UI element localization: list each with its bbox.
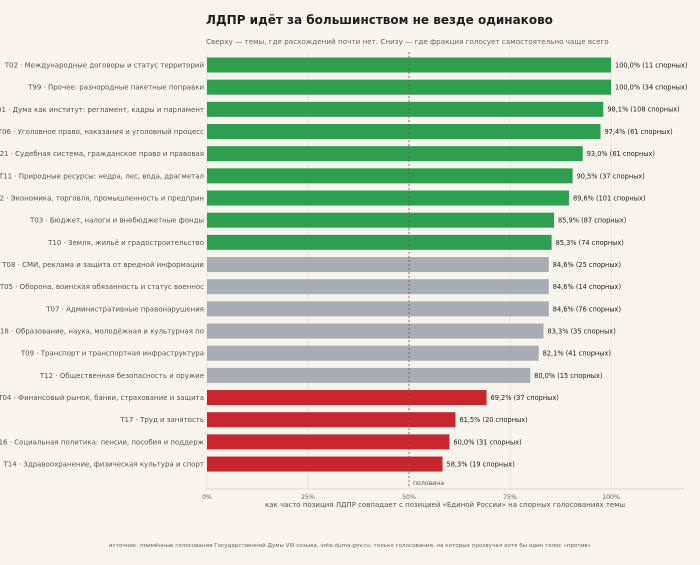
value-label: 69,2% (37 спорных) <box>491 394 559 402</box>
value-label: 97,4% (61 спорных) <box>604 128 672 136</box>
bar <box>207 367 531 383</box>
category-label: T99 · Прочее: разнородные пакетные попра… <box>27 84 204 92</box>
bar <box>207 212 555 228</box>
value-label: 60,0% (31 спорных) <box>453 438 521 446</box>
chart-title: ЛДПР идёт за большинством не везде одина… <box>206 13 553 27</box>
category-label: T01 · Дума как институт: регламент, кадр… <box>0 106 204 114</box>
category-label: T17 · Труд и занятость <box>119 416 204 424</box>
x-tick-label: 25% <box>301 494 315 501</box>
category-label: T18 · Образование, наука, молодёжная и к… <box>0 328 204 336</box>
bar <box>207 146 583 162</box>
value-label: 100,0% (11 спорных) <box>615 61 687 69</box>
category-label: T14 · Здравоохранение, физическая культу… <box>3 461 204 469</box>
category-label: T22 · Экономика, торговля, промышленност… <box>0 195 204 203</box>
value-label: 58,3% (19 спорных) <box>447 460 515 468</box>
value-label: 84,6% (76 спорных) <box>553 305 621 313</box>
bar <box>207 456 443 472</box>
category-label: T11 · Природные ресурсы: недра, лес, вод… <box>0 172 204 180</box>
x-tick-label: 50% <box>402 494 416 501</box>
value-label: 80,0% (15 спорных) <box>534 372 602 380</box>
x-axis-title: как часто позиция ЛДПР совпадает с позиц… <box>265 501 625 509</box>
bars-layer <box>207 57 611 472</box>
bar <box>207 124 601 140</box>
value-label: 84,6% (25 спорных) <box>553 261 621 269</box>
category-label: T04 · Финансовый рынок, банки, страхован… <box>0 394 204 402</box>
labels-layer: T02 · Международные договоры и статус те… <box>0 61 687 468</box>
value-label: 89,6% (101 спорных) <box>573 194 645 202</box>
axis-layer: 0% 25% 50% 75% 100% половина как часто позиция… <box>202 52 684 509</box>
x-tick-label: 100% <box>602 494 620 501</box>
bar <box>207 279 549 295</box>
chart-subtitle: Сверху — темы, где расхождений почти нет… <box>206 37 609 46</box>
bar <box>207 257 549 273</box>
value-label: 83,3% (35 спорных) <box>548 327 616 335</box>
bar <box>207 301 549 317</box>
category-label: T07 · Административные правонарушения <box>45 305 204 313</box>
category-label: T06 · Уголовное право, наказания и уголо… <box>0 128 204 136</box>
category-label: T03 · Бюджет, налоги и внебюджетные фонд… <box>29 217 204 225</box>
reference-line-label: половина <box>413 480 444 487</box>
bar <box>207 101 604 117</box>
bar <box>207 323 544 339</box>
bar-chart: T02 · Международные договоры и статус те… <box>0 52 687 509</box>
value-label: 90,5% (37 спорных) <box>577 172 645 180</box>
value-label: 82,1% (41 спорных) <box>543 350 611 358</box>
value-label: 85,9% (87 спорных) <box>558 217 626 225</box>
value-label: 93,0% (61 спорных) <box>587 150 655 158</box>
bar <box>207 434 450 450</box>
bar <box>207 190 569 206</box>
category-label: T08 · СМИ, реклама и защита от вредной и… <box>1 261 204 269</box>
value-label: 100,0% (34 спорных) <box>615 84 687 92</box>
value-label: 85,3% (74 спорных) <box>556 239 624 247</box>
category-label: T05 · Оборона, воинская обязанность и ст… <box>0 283 204 291</box>
bar <box>207 168 573 184</box>
category-label: T10 · Земля, жильё и градостроительство <box>47 239 204 247</box>
category-label: T21 · Судебная система, гражданское прав… <box>0 150 204 158</box>
bar <box>207 390 487 406</box>
category-label: T12 · Общественная безопасность и оружие <box>39 372 204 380</box>
category-label: T16 · Социальная политика: пенсии, пособ… <box>0 438 205 446</box>
x-tick-label: 0% <box>202 494 212 501</box>
x-tick-label: 75% <box>503 494 517 501</box>
value-label: 84,6% (14 спорных) <box>553 283 621 291</box>
category-label: T02 · Международные договоры и статус те… <box>4 62 204 70</box>
value-label: 61,5% (20 спорных) <box>459 416 527 424</box>
bar <box>207 234 552 250</box>
category-label: T09 · Транспорт и транспортная инфрастру… <box>20 350 204 358</box>
value-label: 98,1% (108 спорных) <box>607 106 679 114</box>
bar <box>207 79 611 95</box>
bar <box>207 345 539 361</box>
source-footnote: источник: поимённые голосования Государс… <box>108 543 592 549</box>
bar <box>207 412 456 428</box>
